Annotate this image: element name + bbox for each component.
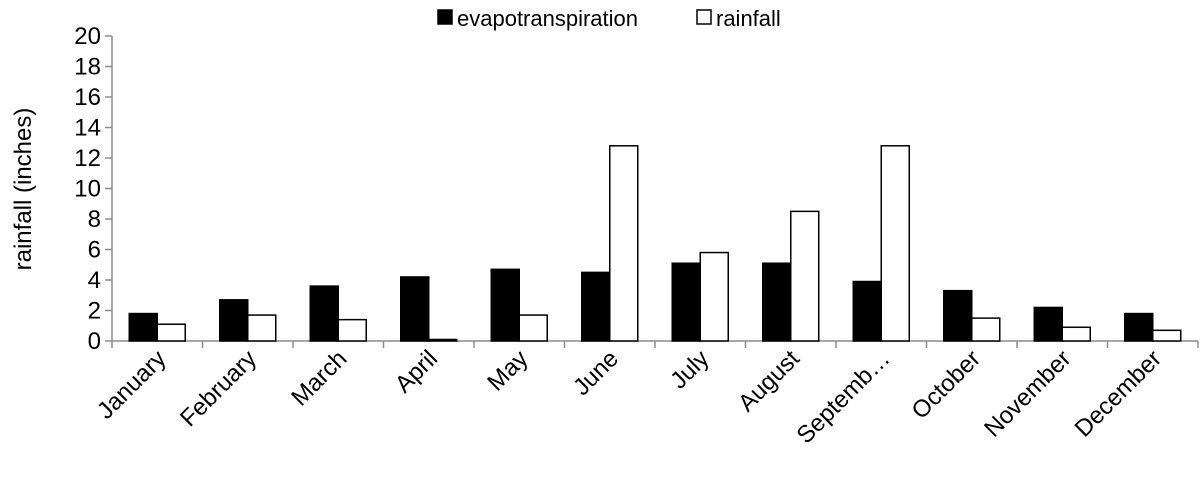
y-tick-label: 6	[88, 237, 101, 264]
bar-evapotranspiration	[762, 262, 792, 342]
bar-evapotranspiration	[852, 280, 882, 342]
x-tick-label: March	[286, 345, 352, 411]
bar-evapotranspiration	[943, 289, 973, 342]
bar-evapotranspiration	[490, 268, 520, 342]
x-tick-label: July	[665, 345, 714, 394]
y-tick-label: 14	[74, 115, 101, 142]
y-axis-label: rainfall (inches)	[10, 108, 37, 271]
x-tick-label: April	[390, 345, 443, 398]
y-tick-label: 16	[74, 84, 101, 111]
bar-evapotranspiration	[128, 312, 158, 342]
x-tick-label: February	[175, 345, 262, 432]
x-tick-label: December	[1070, 345, 1167, 442]
bar-evapotranspiration	[1124, 312, 1154, 342]
x-tick-label: June	[568, 345, 624, 401]
y-tick-label: 10	[74, 176, 101, 203]
x-tick-label: May	[482, 345, 533, 396]
x-tick-label: August	[733, 345, 805, 417]
x-tick-label: Septemb…	[792, 345, 896, 449]
bar-evapotranspiration	[581, 271, 611, 342]
bar-rainfall	[790, 210, 820, 342]
y-tick-label: 18	[74, 54, 101, 81]
plot-area: 0 2 4 6 8 10 12 14 16 18 20 January February March Apr…	[74, 23, 1199, 449]
y-tick-label: 8	[88, 206, 101, 233]
x-tick-label: January	[92, 345, 171, 424]
x-tick-label: November	[979, 345, 1076, 442]
x-tick-label: October	[907, 345, 986, 424]
bar-evapotranspiration	[309, 285, 339, 342]
bar-rainfall	[1061, 326, 1091, 342]
legend-label-evapotranspiration: evapotranspiration	[457, 6, 638, 31]
y-tick-label: 4	[88, 267, 101, 294]
bar-evapotranspiration	[671, 262, 701, 342]
bar-evapotranspiration	[219, 299, 249, 342]
bar-rainfall	[880, 145, 910, 342]
bar-evapotranspiration	[400, 276, 430, 342]
bar-rainfall	[428, 338, 458, 342]
y-tick-label: 20	[74, 23, 101, 50]
bar-rainfall	[518, 314, 548, 342]
y-tick-label: 12	[74, 145, 101, 172]
bar-rainfall	[971, 317, 1001, 342]
legend-swatch-rainfall	[696, 9, 712, 25]
bar-evapotranspiration	[1033, 306, 1063, 342]
bar-rainfall	[699, 251, 729, 342]
bar-rainfall	[609, 145, 639, 342]
legend-label-rainfall: rainfall	[716, 6, 781, 31]
bar-rainfall	[247, 314, 277, 342]
bar-rainfall	[156, 323, 186, 342]
legend-swatch-evapotranspiration	[437, 9, 453, 25]
bar-rainfall	[1152, 329, 1182, 342]
bar-rainfall	[337, 318, 367, 342]
y-tick-label: 2	[88, 298, 101, 325]
legend: evapotranspiration rainfall	[437, 6, 781, 31]
y-tick-label: 0	[88, 328, 101, 355]
